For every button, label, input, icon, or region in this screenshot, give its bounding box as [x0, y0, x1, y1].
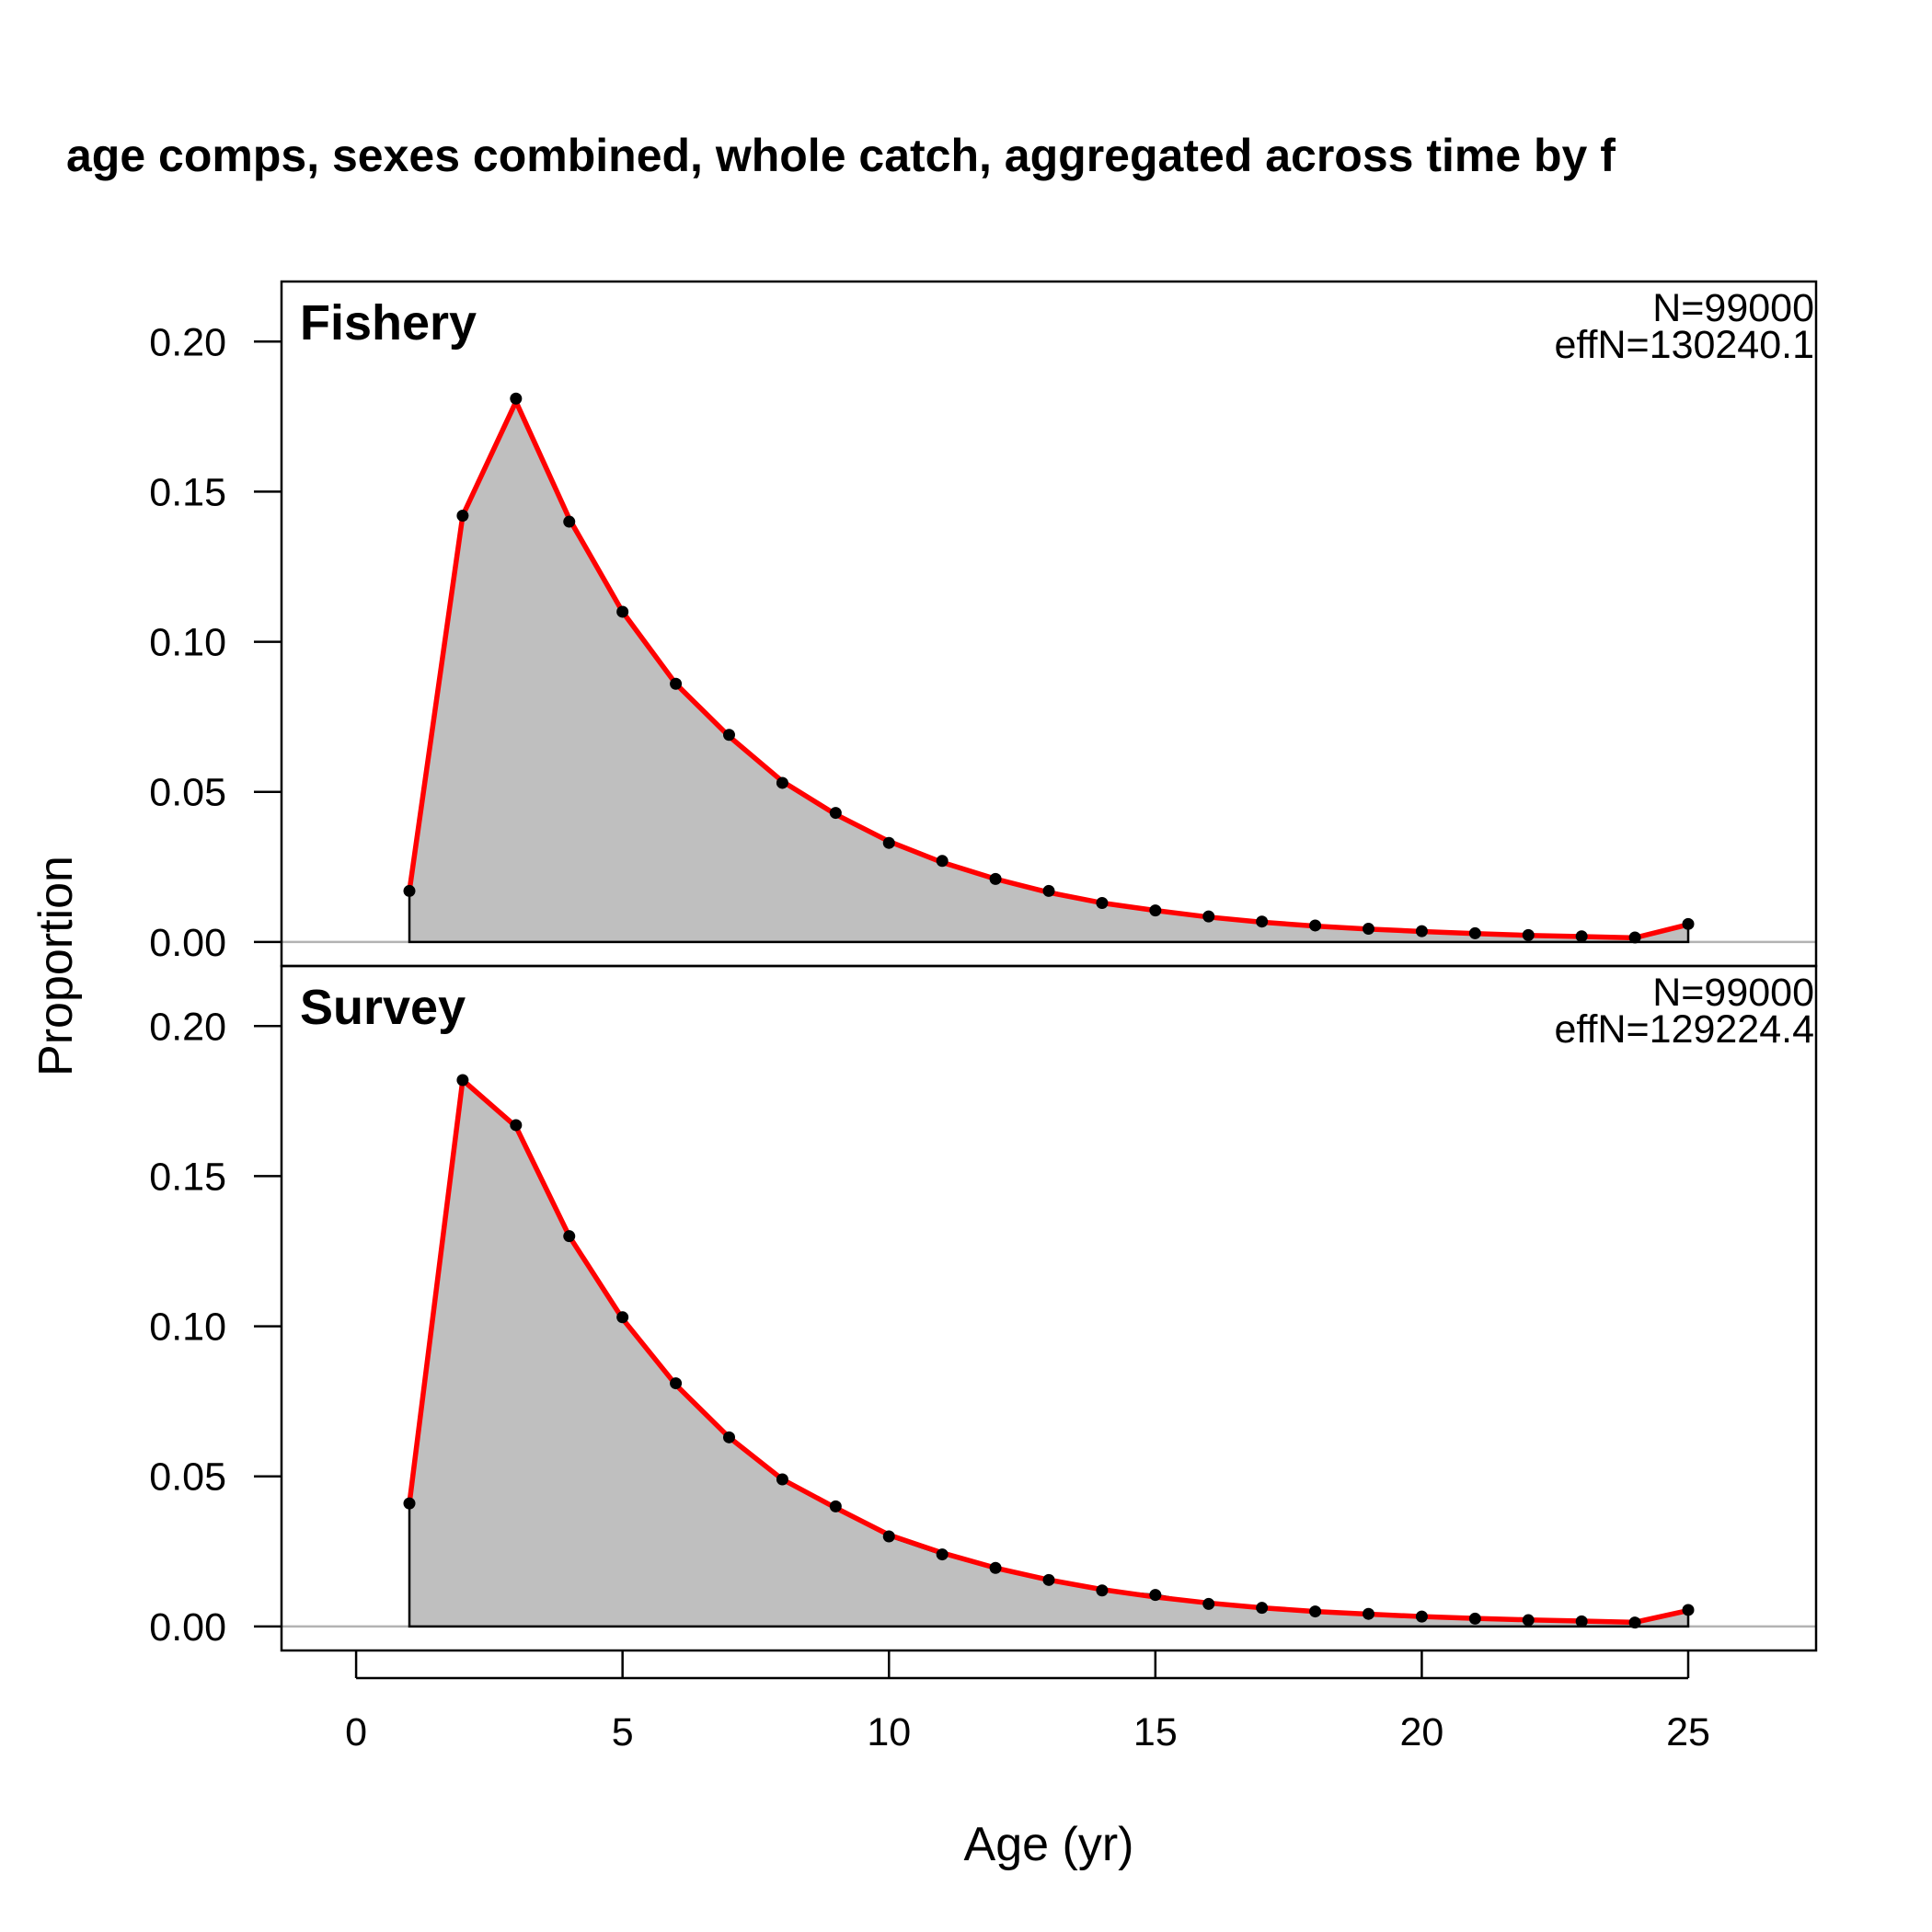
observed-point — [1682, 1604, 1695, 1616]
panel-n: N=99000 — [1652, 971, 1814, 1015]
observed-point — [563, 1230, 576, 1243]
observed-area — [408, 396, 1690, 944]
y-tick-label: 0.10 — [149, 1305, 226, 1350]
observed-point — [456, 1074, 469, 1087]
y-tick-label: 0.20 — [149, 1005, 226, 1049]
x-tick-label: 0 — [345, 1710, 367, 1754]
chart-title: age comps, sexes combined, whole catch, … — [66, 130, 1616, 181]
observed-point — [1256, 915, 1269, 928]
observed-point — [1309, 919, 1322, 932]
observed-point — [670, 677, 683, 690]
observed-point — [1309, 1605, 1322, 1618]
observed-point — [616, 1311, 629, 1324]
observed-point — [1363, 1607, 1374, 1620]
observed-point — [1415, 1610, 1428, 1623]
panel-n: N=99000 — [1652, 286, 1814, 330]
observed-point — [1096, 1584, 1109, 1597]
observed-point — [456, 510, 469, 523]
panels: 0.000.050.100.150.20 Fishery N=99000effN=1… — [149, 280, 1818, 1652]
panel-effn: effN=129224.4 — [1554, 1007, 1814, 1052]
observed-point — [882, 1530, 895, 1543]
x-tick-label: 20 — [1399, 1710, 1443, 1754]
x-tick-label: 10 — [867, 1710, 911, 1754]
observed-point — [776, 776, 788, 789]
x-axis-label: Age (yr) — [964, 1818, 1134, 1871]
observed-point — [829, 807, 842, 820]
observed-area — [408, 1077, 1690, 1628]
observed-point — [510, 392, 523, 405]
panel-survey: 0.00 0.05 0.10 0.15 0.20 Survey N=99000effN=12… — [149, 964, 1818, 1652]
x-tick-label: 5 — [612, 1710, 634, 1754]
observed-point — [1522, 1614, 1535, 1627]
observed-point — [1628, 931, 1641, 944]
observed-point — [1149, 1589, 1162, 1602]
observed-point — [1575, 930, 1588, 943]
observed-point — [1575, 1615, 1588, 1627]
y-tick-label: 0.10 — [149, 621, 226, 665]
observed-point — [403, 884, 416, 897]
observed-point — [1415, 925, 1428, 937]
y-tick-label: 0.00 — [149, 1605, 226, 1650]
y-tick-label: 0.15 — [149, 1155, 226, 1199]
observed-point — [1042, 1573, 1055, 1586]
observed-point — [936, 855, 949, 868]
observed-point — [1628, 1616, 1641, 1629]
observed-point — [563, 515, 576, 528]
observed-point — [616, 605, 629, 618]
observed-point — [1522, 928, 1535, 941]
x-tick-label: 25 — [1666, 1710, 1710, 1754]
observed-point — [1682, 917, 1695, 930]
observed-point — [723, 1431, 735, 1443]
observed-point — [670, 1377, 683, 1390]
observed-point — [989, 1561, 1002, 1574]
observed-point — [1468, 926, 1481, 939]
observed-point — [989, 872, 1002, 885]
panel-label: Fishery — [300, 295, 477, 351]
observed-point — [1468, 1612, 1481, 1625]
y-tick-label: 0.05 — [149, 771, 226, 815]
observed-point — [403, 1497, 416, 1510]
panel-border — [280, 964, 1818, 1652]
panel-fishery: 0.00 0.05 0.10 0.15 0.20 Fishery N=99000effN=1… — [149, 280, 1818, 968]
observed-point — [882, 836, 895, 849]
observed-point — [829, 1500, 842, 1512]
panel-label: Survey — [300, 980, 466, 1035]
observed-point — [1096, 896, 1109, 909]
y-tick-label: 0.05 — [149, 1455, 226, 1500]
y-tick-label: 0.15 — [149, 470, 226, 514]
x-tick-label: 15 — [1133, 1710, 1178, 1754]
observed-point — [723, 729, 735, 742]
observed-point — [936, 1548, 949, 1561]
y-axis-label: Proportion — [29, 856, 83, 1076]
x-axis: 0 5 10 15 20 25 — [345, 1650, 1710, 1754]
observed-point — [510, 1119, 523, 1132]
observed-point — [1363, 923, 1374, 936]
panel-effn: effN=130240.1 — [1554, 323, 1814, 367]
observed-point — [776, 1473, 788, 1486]
observed-point — [1256, 1602, 1269, 1615]
observed-point — [1202, 1597, 1215, 1610]
observed-point — [1042, 884, 1055, 897]
y-tick-label: 0.00 — [149, 921, 226, 965]
observed-point — [1202, 910, 1215, 923]
observed-point — [1149, 904, 1162, 917]
y-tick-label: 0.20 — [149, 320, 226, 364]
